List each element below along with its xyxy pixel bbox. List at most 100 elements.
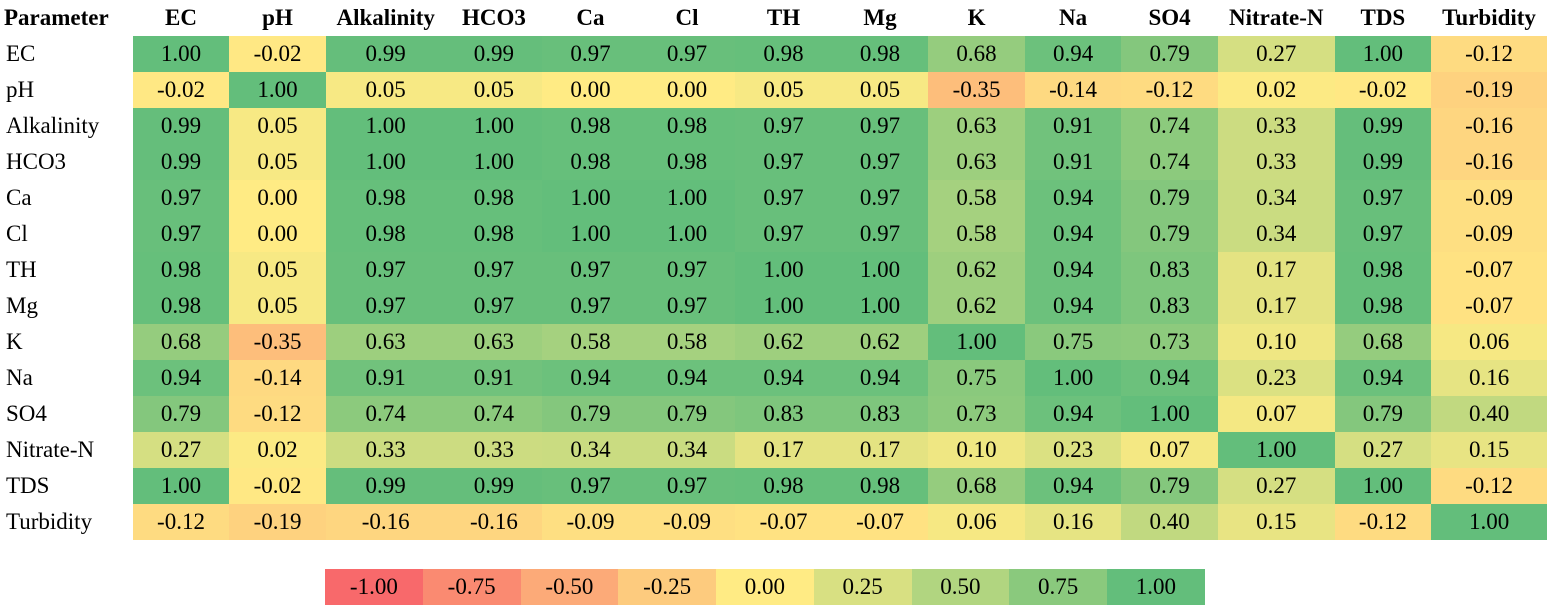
heatmap-cell: 0.05 [229,108,326,144]
heatmap-cell: -0.12 [229,396,326,432]
heatmap-cell: 0.98 [132,252,230,288]
heatmap-cell: 0.68 [1334,324,1432,360]
heatmap-cell: 1.00 [1121,396,1218,432]
heatmap-cell: 1.00 [229,72,326,108]
heatmap-cell: 1.00 [735,252,832,288]
heatmap-cell: 1.00 [132,36,230,72]
legend-swatch: 0.75 [1009,569,1107,605]
heatmap-cell: 0.79 [1121,180,1218,216]
column-header: Mg [863,5,897,30]
heatmap-cell: 0.17 [735,432,832,468]
heatmap-cell: 0.97 [445,288,543,324]
row-header: Na [6,365,33,390]
heatmap-cell: 0.05 [735,72,832,108]
row-header: Ca [6,185,32,210]
row-header: K [6,329,23,354]
heatmap-cell: -0.19 [1431,72,1547,108]
heatmap-cell: 0.63 [928,144,1025,180]
table-row: Ca 0.97 0.00 0.98 0.98 1.00 1.00 0.97 0.97 0.58 0.… [0,180,1547,216]
heatmap-cell: 0.63 [928,108,1025,144]
row-header: Turbidity [6,509,93,534]
heatmap-cell: 0.94 [1024,252,1122,288]
heatmap-cell: -0.02 [229,36,326,72]
heatmap-cell: 0.97 [735,180,832,216]
color-legend: -1.00 -0.75 -0.50 -0.25 0.00 0.25 0.50 0.75 1.00 [325,569,1205,605]
heatmap-cell: 0.97 [831,144,929,180]
heatmap-cell: 0.58 [638,324,736,360]
heatmap-cell: 0.99 [1334,144,1432,180]
heatmap-cell: 0.75 [928,360,1025,396]
heatmap-cell: 0.97 [542,36,639,72]
row-header: Cl [6,221,28,246]
heatmap-cell: 0.27 [132,432,230,468]
heatmap-cell: 0.98 [638,144,736,180]
legend-swatch: 0.25 [813,569,912,605]
heatmap-cell: 1.00 [638,216,736,252]
heatmap-cell: 0.05 [229,288,326,324]
heatmap-cell: 0.98 [1334,288,1432,324]
heatmap-cell: 0.68 [928,468,1025,504]
heatmap-cell: 0.97 [831,108,929,144]
row-header: SO4 [6,401,47,426]
heatmap-cell: 0.23 [1217,360,1335,396]
heatmap-cell: 0.10 [928,432,1025,468]
table-row: Alkalinity 0.99 0.05 1.00 1.00 0.98 0.98 0.97 0.… [0,108,1547,144]
heatmap-cell: 0.79 [1334,396,1432,432]
table-row: Mg 0.98 0.05 0.97 0.97 0.97 0.97 1.00 1.00 0.62 0.… [0,288,1547,324]
heatmap-cell: 0.98 [542,144,639,180]
heatmap-cell: 0.97 [735,108,832,144]
heatmap-cell: 0.99 [132,144,230,180]
heatmap-cell: 0.94 [1024,468,1122,504]
heatmap-cell: 0.34 [638,432,736,468]
header-row: Parameter EC pH Alkalinity HCO3 Ca Cl TH Mg K Na S… [0,0,1547,36]
legend-swatch: 0.50 [911,569,1010,605]
heatmap-cell: 1.00 [1334,468,1432,504]
column-header: Alkalinity [336,5,435,30]
table-row: EC 1.00 -0.02 0.99 0.99 0.97 0.97 0.98 0.98 0.68 0… [0,36,1547,72]
heatmap-cell: 0.97 [831,216,929,252]
heatmap-cell: 0.83 [735,396,832,432]
heatmap-cell: -0.02 [1334,72,1432,108]
heatmap-cell: 1.00 [1431,504,1547,540]
table-row: HCO3 0.99 0.05 1.00 1.00 0.98 0.98 0.97 0.97 0.63… [0,144,1547,180]
heatmap-cell: 0.97 [542,252,639,288]
heatmap-cell: 0.33 [445,432,543,468]
legend-row: -1.00 -0.75 -0.50 -0.25 0.00 0.25 0.50 0.75 1.00 [325,569,1205,605]
heatmap-cell: 0.05 [229,252,326,288]
heatmap-cell: -0.12 [1334,504,1432,540]
heatmap-cell: 0.75 [1024,324,1122,360]
heatmap-cell: -0.16 [325,504,446,540]
heatmap-cell: -0.16 [445,504,543,540]
legend-swatch: -0.75 [422,569,521,605]
heatmap-cell: 0.98 [1334,252,1432,288]
heatmap-cell: 0.15 [1431,432,1547,468]
heatmap-cell: 0.83 [1121,252,1218,288]
heatmap-cell: 0.98 [638,108,736,144]
heatmap-cell: 0.23 [1024,432,1122,468]
heatmap-cell: 0.98 [735,36,832,72]
heatmap-cell: 0.97 [638,288,736,324]
heatmap-cell: -0.16 [1431,144,1547,180]
corner-header: Parameter [4,5,109,30]
heatmap-cell: 0.99 [1334,108,1432,144]
heatmap-cell: 0.97 [638,252,736,288]
heatmap-cell: 0.97 [325,252,446,288]
heatmap-cell: 0.98 [325,180,446,216]
heatmap-cell: 0.97 [831,180,929,216]
heatmap-cell: 0.94 [1334,360,1432,396]
heatmap-cell: 0.94 [735,360,832,396]
heatmap-cell: -0.14 [229,360,326,396]
heatmap-cell: 0.17 [1217,252,1335,288]
legend-swatch: -0.50 [520,569,619,605]
heatmap-cell: -0.19 [229,504,326,540]
heatmap-cell: 1.00 [831,288,929,324]
heatmap-cell: 0.34 [1217,216,1335,252]
heatmap-cell: 0.73 [1121,324,1218,360]
column-header: HCO3 [461,5,526,30]
heatmap-cell: 0.94 [831,360,929,396]
heatmap-cell: 0.98 [542,108,639,144]
heatmap-cell: -0.02 [132,72,230,108]
heatmap-cell: 0.00 [229,180,326,216]
heatmap-cell: 0.94 [1024,36,1122,72]
heatmap-cell: -0.09 [1431,216,1547,252]
